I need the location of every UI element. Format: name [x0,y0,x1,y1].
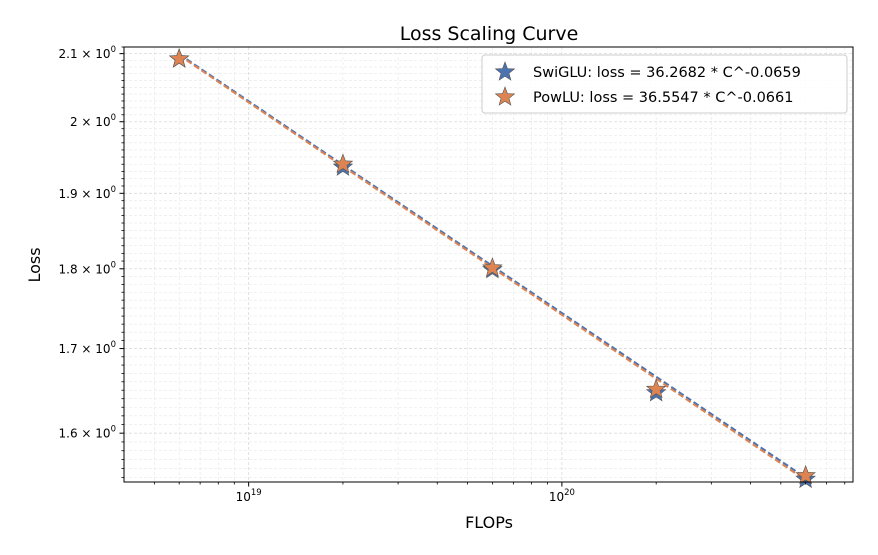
legend-marker-1 [494,86,516,106]
y-tick-label-2: 1.8 × 100 [59,260,116,276]
y-tick-label-0: 1.6 × 100 [59,425,116,441]
y-tick-label-5: 2.1 × 100 [59,45,116,61]
y-axis-ticks: 1.6 × 100 1.7 × 100 1.8 × 100 1.9 × 100 2 × … [59,45,124,478]
marker-series-1-point-3 [645,378,667,399]
legend-marker-0 [494,61,516,81]
marker-series-1-point-4 [795,464,816,485]
y-tick-label-1: 1.7 × 100 [59,340,116,356]
x-tick-label-0: 1019 [236,488,262,504]
y-tick-label-3: 1.9 × 100 [59,185,116,201]
y-axis-label: Loss [25,247,44,282]
y-tick-label-4: 2 × 100 [70,113,116,129]
marker-series-1-point-1 [332,153,354,174]
marker-series-1-point-0 [168,48,190,68]
legend-label-0: SwiGLU: loss = 36.2682 * C^-0.0659 [533,65,801,81]
legend-label-1: PowLU: loss = 36.5547 * C^-0.0661 [533,90,793,106]
x-tick-label-1: 1020 [549,488,575,504]
marker-series-1-point-2 [482,257,503,277]
legend: SwiGLU: loss = 36.2682 * C^-0.0659 PowLU:… [481,54,848,114]
x-axis-ticks: 1019 1020 [153,482,846,504]
x-axis-label: FLOPs [465,513,513,532]
legend-box [481,54,848,114]
plot-frame [123,46,854,483]
chart-title: Loss Scaling Curve [400,23,579,45]
